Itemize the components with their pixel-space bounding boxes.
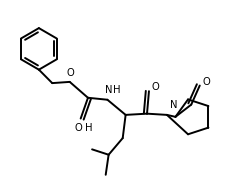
Text: H: H — [113, 85, 121, 95]
Text: H: H — [85, 123, 92, 133]
Text: N: N — [170, 100, 177, 110]
Text: O: O — [74, 123, 82, 133]
Text: O: O — [203, 77, 210, 87]
Text: N: N — [105, 85, 112, 95]
Text: O: O — [152, 82, 160, 92]
Text: O: O — [66, 68, 74, 78]
